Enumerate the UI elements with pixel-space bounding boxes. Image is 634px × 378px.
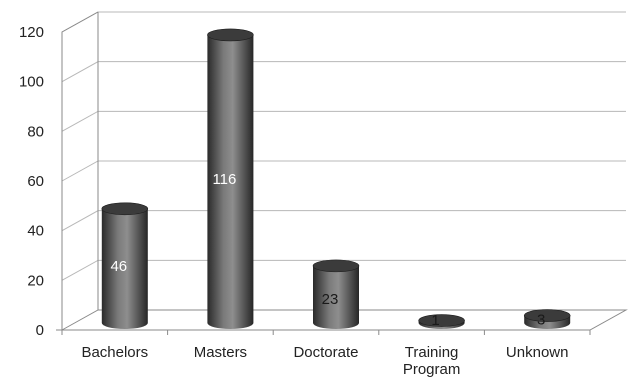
y-tick-label: 80 xyxy=(27,123,44,140)
x-category-label: Masters xyxy=(194,344,247,361)
gridline xyxy=(61,61,626,83)
data-label: 1 xyxy=(431,312,439,329)
data-label: 46 xyxy=(110,258,127,275)
x-category-label-line: Program xyxy=(403,361,461,378)
x-category-label: Doctorate xyxy=(293,344,358,361)
bar-top xyxy=(312,259,360,273)
x-category-label: Bachelors xyxy=(81,344,148,361)
y-axis-tick-labels: 0 20 40 60 80 100 120 xyxy=(19,24,44,339)
x-category-label: Training Program xyxy=(403,344,461,378)
bars: 46 116 23 1 3 xyxy=(101,28,571,329)
bar-body xyxy=(101,208,148,329)
y-tick-label: 20 xyxy=(27,272,44,289)
y-tick-label: 100 xyxy=(19,74,44,91)
x-category-label: Unknown xyxy=(506,344,569,361)
bar: 46 xyxy=(101,202,149,329)
bar-top xyxy=(523,309,571,322)
y-tick-label: 40 xyxy=(27,223,44,240)
bar-top xyxy=(207,28,254,42)
y-tick-label: 60 xyxy=(27,173,44,190)
gridline xyxy=(61,160,626,182)
data-label: 23 xyxy=(322,291,339,308)
y-tick-label: 120 xyxy=(19,24,44,41)
data-label: 3 xyxy=(537,311,545,328)
y-axis-line xyxy=(61,11,99,330)
bar-top xyxy=(418,314,465,327)
x-category-label-line: Training xyxy=(405,344,459,361)
gridline xyxy=(61,110,626,132)
x-category-label-line: Bachelors xyxy=(81,344,148,361)
data-label: 116 xyxy=(212,171,236,188)
bar-body xyxy=(207,34,254,329)
bar-top xyxy=(101,202,149,216)
x-category-label-line: Unknown xyxy=(506,344,569,361)
x-category-label-line: Masters xyxy=(194,344,247,361)
axes xyxy=(56,11,628,335)
bar: 1 xyxy=(418,312,465,329)
x-axis-category-labels: Bachelors Masters Doctorate Training Program… xyxy=(81,344,568,378)
bar: 116 xyxy=(207,28,254,329)
x-category-label-line: Doctorate xyxy=(293,344,358,361)
bar: 3 xyxy=(523,309,571,329)
gridline xyxy=(61,11,626,33)
y-tick-label: 0 xyxy=(36,322,44,339)
bar-body xyxy=(313,265,359,329)
bar: 23 xyxy=(312,259,360,329)
floor xyxy=(60,309,628,331)
